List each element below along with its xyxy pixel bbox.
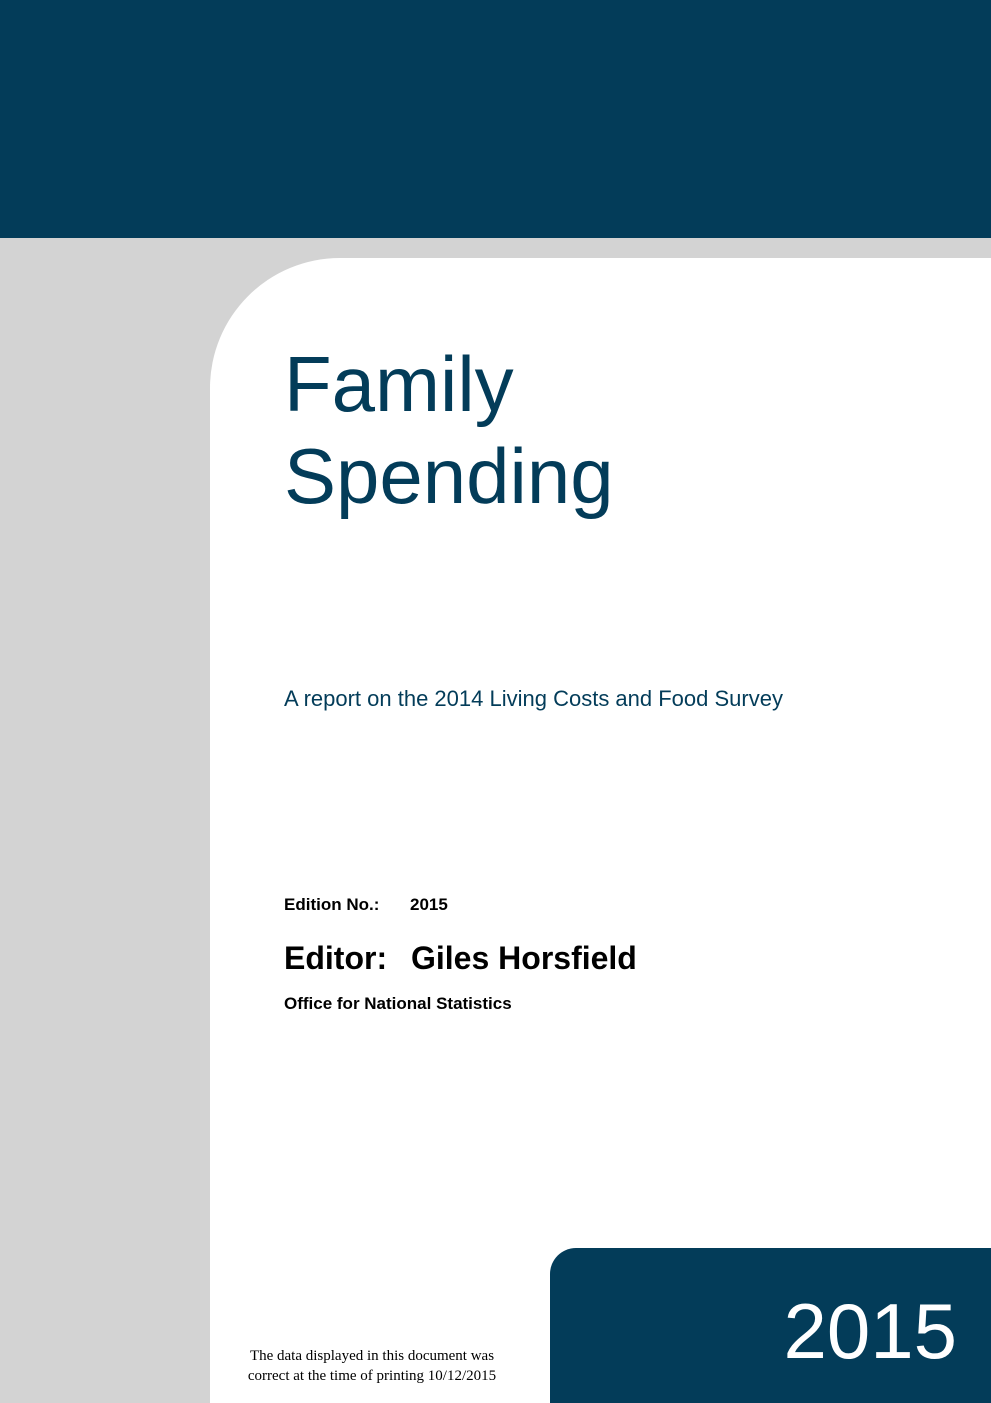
footnote-line: correct at the time of printing 10/12/20… (247, 1368, 497, 1384)
subtitle: A report on the 2014 Living Costs and Fo… (284, 686, 783, 711)
content-panel (210, 258, 991, 1403)
footnote-line: The data displayed in this document was (249, 1348, 495, 1364)
editor-name: Giles Horsfield (411, 940, 637, 976)
footnote: The data displayed in this document was … (222, 1346, 522, 1386)
organisation: Office for National Statistics (284, 994, 512, 1013)
edition-label: Edition No.: (284, 895, 380, 914)
title-line: Family (284, 340, 514, 428)
year: 2015 (783, 1287, 957, 1375)
year-box: 2015 (550, 1248, 991, 1403)
title-line: Spending (284, 432, 614, 520)
header-band (0, 0, 991, 238)
edition-value: 2015 (410, 895, 448, 914)
editor-label: Editor: (284, 940, 388, 976)
